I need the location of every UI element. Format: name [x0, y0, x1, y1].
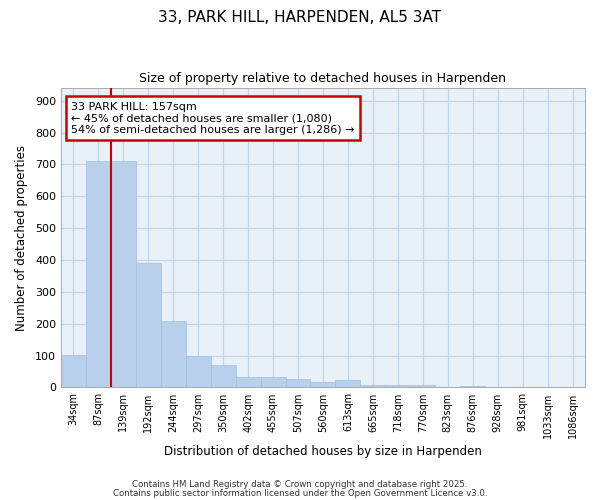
Bar: [61, 356, 86, 388]
Text: Contains public sector information licensed under the Open Government Licence v3: Contains public sector information licen…: [113, 488, 487, 498]
Bar: [260, 378, 286, 388]
X-axis label: Distribution of detached houses by size in Harpenden: Distribution of detached houses by size …: [164, 444, 482, 458]
Bar: [286, 378, 310, 388]
Y-axis label: Number of detached properties: Number of detached properties: [15, 145, 28, 331]
Bar: [335, 380, 361, 388]
Bar: [86, 160, 111, 388]
Text: 33, PARK HILL, HARPENDEN, AL5 3AT: 33, PARK HILL, HARPENDEN, AL5 3AT: [158, 10, 442, 25]
Title: Size of property relative to detached houses in Harpenden: Size of property relative to detached ho…: [139, 72, 506, 86]
Bar: [410, 384, 435, 388]
Bar: [186, 356, 211, 388]
Bar: [211, 364, 236, 388]
Bar: [111, 160, 136, 388]
Bar: [385, 385, 410, 388]
Bar: [361, 385, 385, 388]
Text: 33 PARK HILL: 157sqm
← 45% of detached houses are smaller (1,080)
54% of semi-de: 33 PARK HILL: 157sqm ← 45% of detached h…: [71, 102, 355, 134]
Bar: [460, 386, 485, 388]
Text: Contains HM Land Registry data © Crown copyright and database right 2025.: Contains HM Land Registry data © Crown c…: [132, 480, 468, 489]
Bar: [310, 382, 335, 388]
Bar: [236, 378, 260, 388]
Bar: [161, 320, 186, 388]
Bar: [136, 263, 161, 388]
